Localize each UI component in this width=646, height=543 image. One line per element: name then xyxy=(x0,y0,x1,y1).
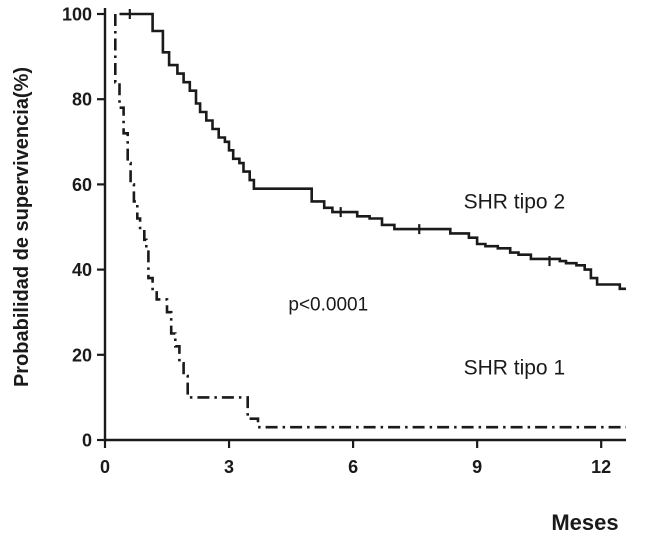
annotation-label-shr-tipo-2: SHR tipo 2 xyxy=(464,190,566,213)
curve-shr-tipo-2 xyxy=(119,12,626,291)
curve-shr-tipo-1 xyxy=(114,14,626,429)
y-tick-label: 100 xyxy=(62,5,92,25)
y-tick-label: 20 xyxy=(72,345,92,365)
annotation-p-value: p<0.0001 xyxy=(288,295,368,316)
x-tick-label: 9 xyxy=(472,457,482,477)
y-tick-label: 80 xyxy=(72,90,92,110)
y-tick-label: 60 xyxy=(72,175,92,195)
x-axis-title: Meses xyxy=(551,510,618,535)
annotation-label-shr-tipo-1: SHR tipo 1 xyxy=(464,357,566,380)
x-tick-label: 3 xyxy=(224,457,234,477)
x-tick-label: 12 xyxy=(591,457,611,477)
y-axis-title: Probabilidad de supervivencia(%) xyxy=(11,67,33,387)
y-tick-label: 0 xyxy=(82,431,92,451)
y-tick-label: 40 xyxy=(72,260,92,280)
x-tick-label: 0 xyxy=(100,457,110,477)
x-tick-label: 6 xyxy=(348,457,358,477)
